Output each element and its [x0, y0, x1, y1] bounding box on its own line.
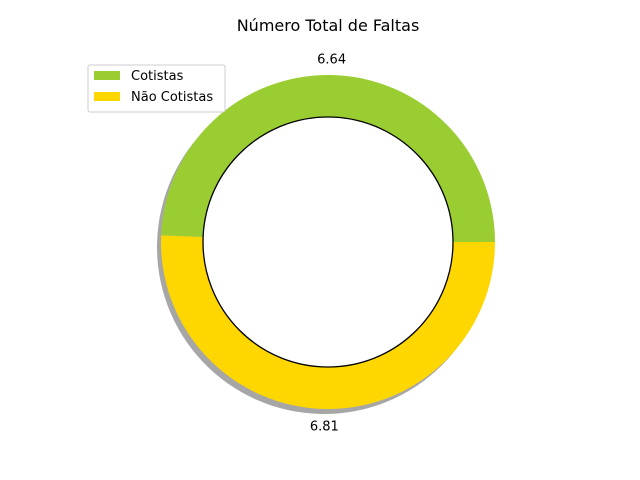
data-label-0: 6.64 [317, 52, 346, 67]
data-labels-group: 6.64 6.81 [310, 52, 346, 434]
donut-hole [202, 116, 454, 368]
legend-label-cotistas: Cotistas [131, 69, 184, 84]
legend-swatch-nao-cotistas [94, 92, 120, 101]
legend-swatch-cotistas [94, 71, 120, 80]
legend-label-nao-cotistas: Não Cotistas [131, 90, 213, 105]
legend-box [87, 64, 226, 113]
slices-group [157, 74, 495, 414]
chart-title: Número Total de Faltas [237, 16, 420, 35]
data-label-1: 6.81 [310, 420, 339, 435]
legend: Cotistas Não Cotistas [87, 64, 226, 113]
